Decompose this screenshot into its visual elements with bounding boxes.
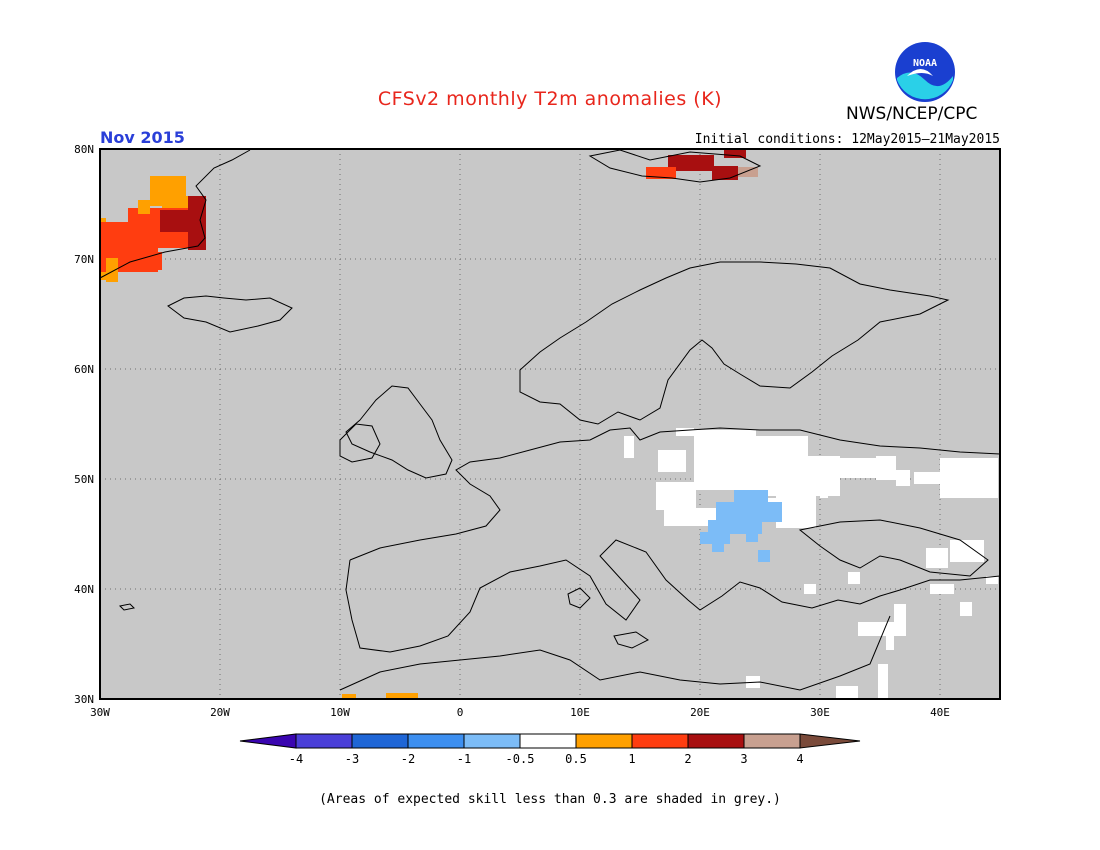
colorbar-label: -0.5 [506, 752, 535, 766]
continent-north-coast [349, 427, 1001, 561]
colorbar-swatch [351, 733, 409, 749]
agency-label: NWS/NCEP/CPC [846, 104, 978, 124]
colorbar-swatch [295, 733, 353, 749]
colorbar-swatch [631, 733, 689, 749]
colorbar-label: 2 [684, 752, 691, 766]
lat-label: 70N [74, 253, 94, 266]
lon-label: 20W [210, 706, 230, 719]
greenland-coast [99, 149, 251, 279]
colorbar-low-arrow [239, 733, 297, 749]
colorbar-label: 3 [740, 752, 747, 766]
lon-label: 10W [330, 706, 350, 719]
lon-label: 30W [90, 706, 110, 719]
lon-label: 40E [930, 706, 950, 719]
lon-labels: 30W 20W 10W 0 10E 20E 30E 40E [90, 706, 950, 719]
anomaly-cells-greenland [100, 176, 206, 282]
sicily-coast [613, 631, 649, 649]
colorbar-swatch [575, 733, 633, 749]
lat-label: 60N [74, 363, 94, 376]
lat-label: 80N [74, 143, 94, 156]
colorbar-label: 1 [628, 752, 635, 766]
colorbar-label: -1 [457, 752, 471, 766]
colorbar-label: -2 [401, 752, 415, 766]
near-zero-cells [624, 428, 998, 698]
colorbar-swatch [407, 733, 465, 749]
forecast-month: Nov 2015 [100, 128, 185, 147]
ireland-coast [339, 423, 381, 463]
colorbar-label: -4 [289, 752, 303, 766]
coastlines [99, 149, 1001, 691]
azores-coast [118, 603, 136, 611]
britain-coast [345, 385, 453, 479]
noaa-logo: NOAA [895, 42, 955, 102]
sardinia-coast [567, 587, 591, 609]
colorbar-high-arrow [799, 733, 861, 749]
lat-label: 50N [74, 473, 94, 486]
black-sea-coast [798, 519, 989, 577]
lon-label: 0 [457, 706, 464, 719]
africa-north-coast [339, 615, 891, 691]
colorbar-swatch [687, 733, 745, 749]
colorbar-label: 4 [796, 752, 803, 766]
anomaly-cells-svalbard [646, 150, 758, 180]
noaa-logo-text: NOAA [913, 58, 937, 69]
colorbar-swatch [519, 733, 577, 749]
lat-label: 30N [74, 693, 94, 706]
skill-footnote: (Areas of expected skill less than 0.3 a… [319, 792, 781, 807]
map-background [100, 149, 1000, 699]
colorbar-swatch [463, 733, 521, 749]
lon-label: 30E [810, 706, 830, 719]
colorbar-label: -3 [345, 752, 359, 766]
anomaly-cell-iberia [342, 694, 356, 699]
svalbard-coast [588, 149, 762, 183]
cold-anomaly-cells [700, 490, 782, 562]
mediterranean-north-coast [345, 539, 1001, 653]
map-gridlines [100, 149, 1000, 699]
map-frame [99, 148, 1001, 700]
anomaly-cell-iberia-2 [386, 693, 418, 699]
colorbar [239, 733, 861, 749]
initial-conditions: Initial conditions: 12May2015–21May2015 [694, 132, 1000, 147]
map-title: CFSv2 monthly T2m anomalies (K) [377, 88, 723, 110]
lon-label: 20E [690, 706, 710, 719]
colorbar-labels: -4 -3 -2 -1 -0.5 0.5 1 2 3 4 [289, 752, 804, 766]
lat-label: 40N [74, 583, 94, 596]
iceland-coast [167, 295, 293, 333]
colorbar-label: 0.5 [565, 752, 587, 766]
lon-label: 10E [570, 706, 590, 719]
colorbar-swatch [743, 733, 801, 749]
scandinavia-coast [519, 261, 950, 425]
lat-labels: 80N 70N 60N 50N 40N 30N [74, 143, 94, 706]
